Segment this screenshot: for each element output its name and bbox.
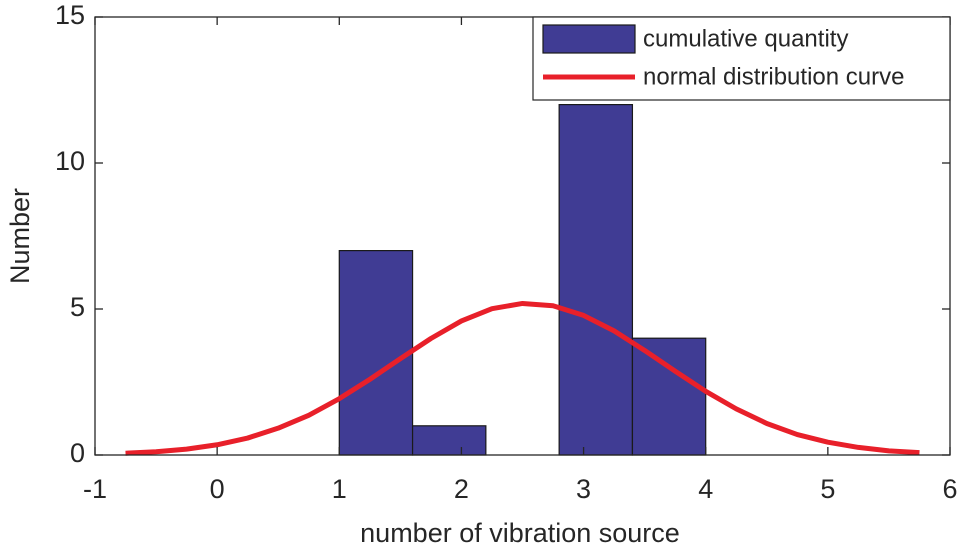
- x-tick-label: 1: [332, 474, 347, 504]
- x-axis-label: number of vibration source: [360, 518, 680, 548]
- y-tick-label: 15: [55, 0, 85, 30]
- legend-label: cumulative quantity: [643, 25, 848, 52]
- x-tick-label: 6: [942, 474, 957, 504]
- x-tick-label: -1: [83, 474, 107, 504]
- x-tick-label: 5: [820, 474, 835, 504]
- y-tick-label: 5: [70, 292, 85, 322]
- legend-label: normal distribution curve: [643, 63, 904, 90]
- curve: [125, 300, 920, 456]
- histogram-bar: [411, 425, 487, 456]
- x-tick-label: 2: [454, 474, 469, 504]
- y-axis-label: Number: [5, 188, 35, 284]
- y-tick-label: 10: [55, 146, 85, 176]
- x-tick-label: 4: [698, 474, 713, 504]
- x-tick-label: 0: [210, 474, 225, 504]
- histogram-bar: [631, 337, 707, 456]
- x-tick-label: 3: [576, 474, 591, 504]
- y-tick-label: 0: [70, 438, 85, 468]
- histogram-bar: [338, 250, 414, 456]
- axes-box: [94, 16, 951, 456]
- histogram-bar: [558, 103, 634, 456]
- legend-patch: [542, 24, 636, 54]
